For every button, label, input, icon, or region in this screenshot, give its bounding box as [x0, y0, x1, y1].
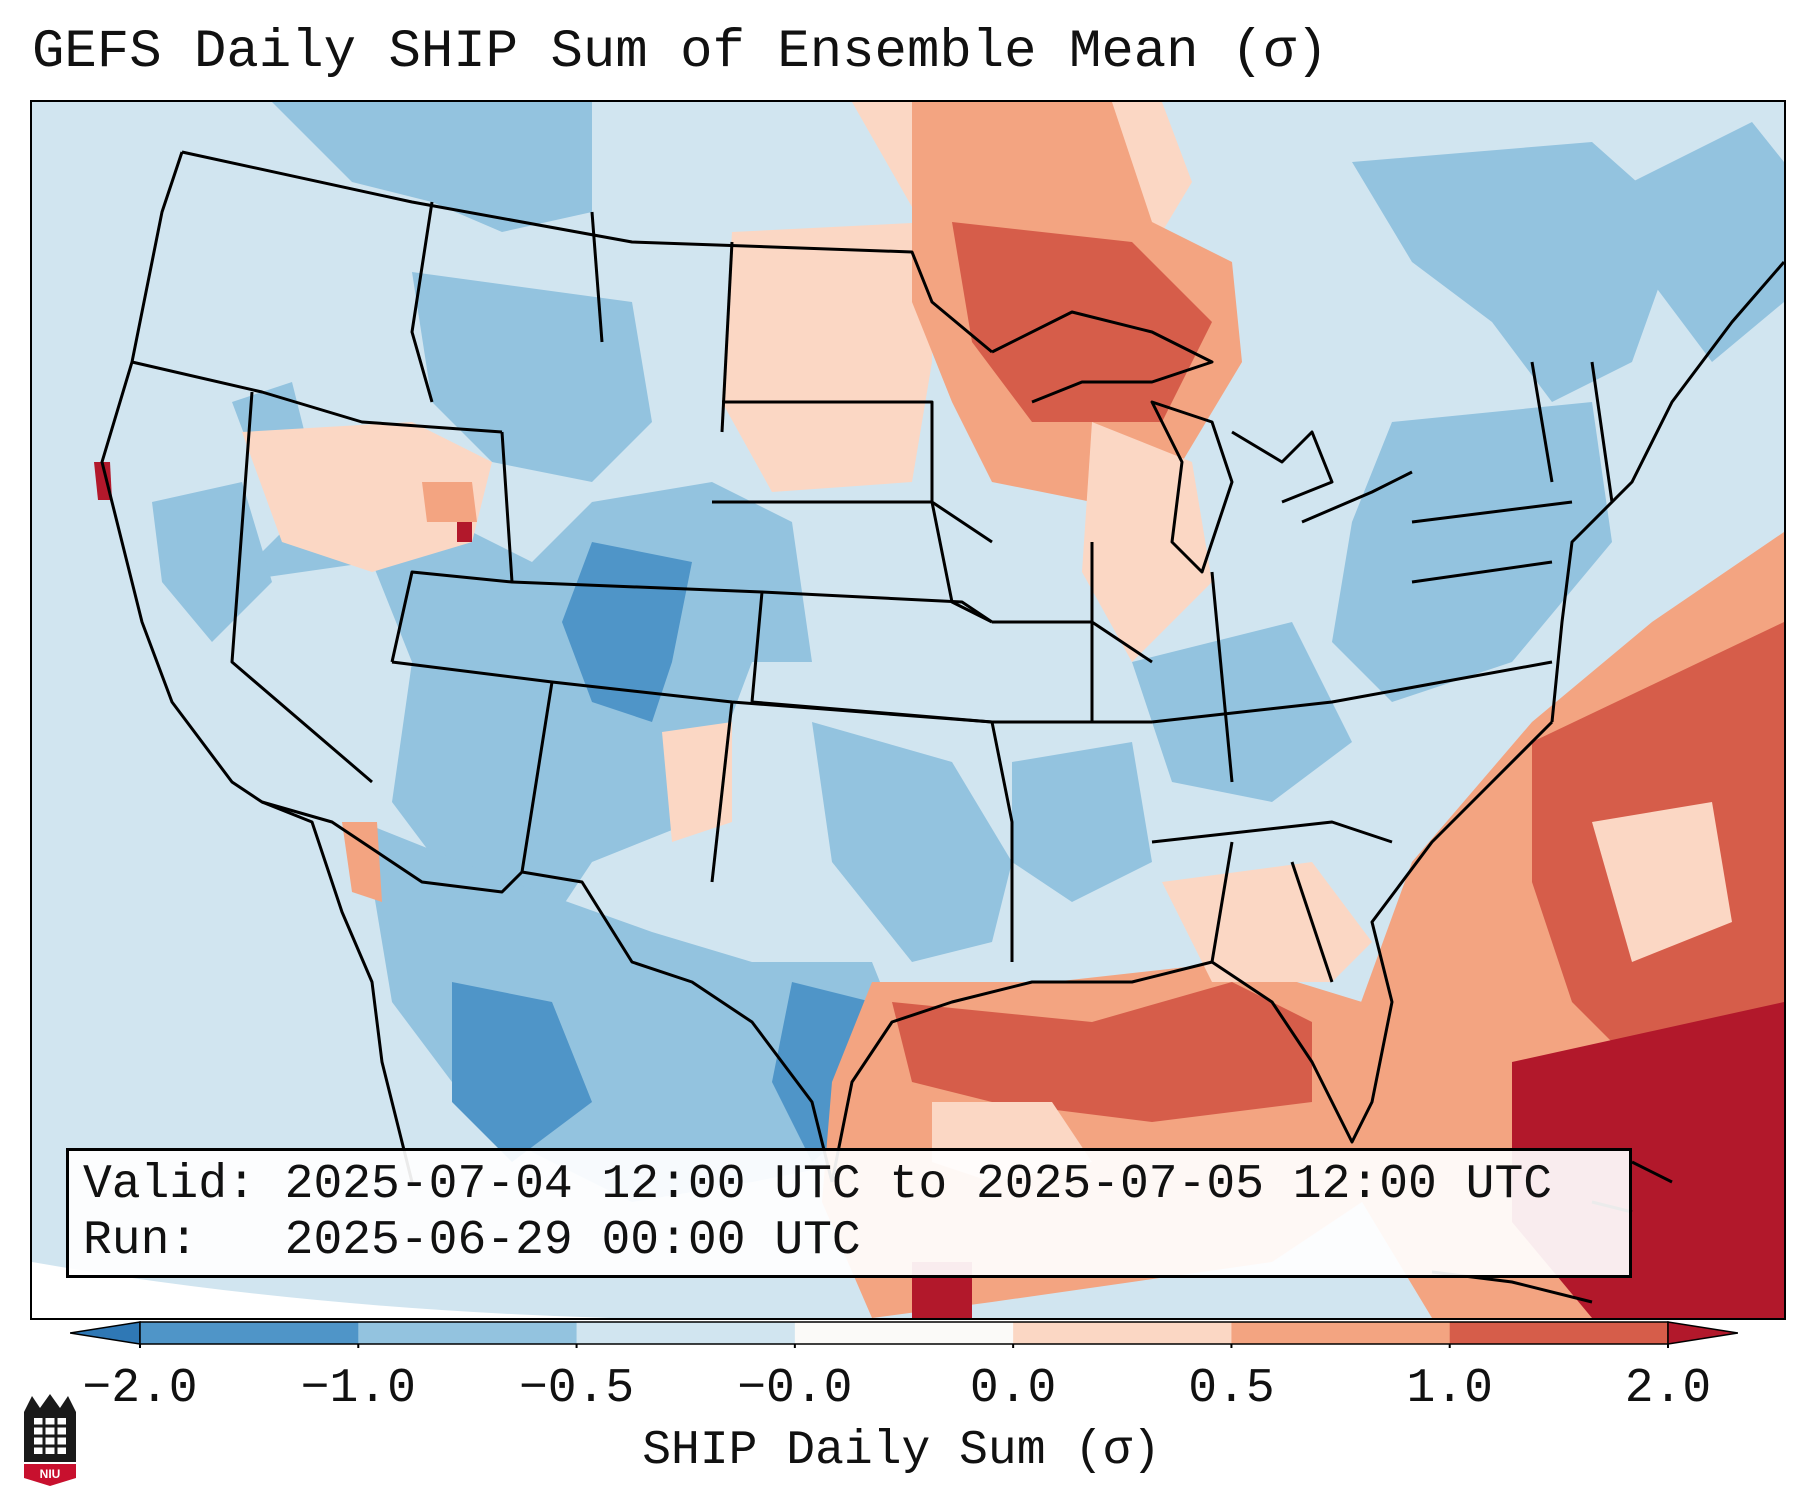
colorbar-segment: [140, 1322, 359, 1344]
us-canada-border: [181, 150, 993, 354]
niu-logo: NIU: [24, 1394, 76, 1486]
pacific-coastline: [100, 151, 414, 1183]
valid-value: 2025-07-04 12:00 UTC to 2025-07-05 12:00…: [284, 1158, 1553, 1212]
colorbar-tick-label: −2.0: [82, 1362, 198, 1416]
valid-run-info-box: Valid: 2025-07-04 12:00 UTC to 2025-07-0…: [66, 1148, 1632, 1278]
lake-huron: [1231, 430, 1334, 504]
colorbar-segment: [576, 1322, 796, 1344]
colorbar-tick-label: −0.5: [518, 1362, 635, 1416]
colorbar-tick-label: 2.0: [1624, 1362, 1712, 1416]
colorbar-segment: [794, 1322, 1014, 1344]
map-panel: [30, 100, 1786, 1320]
colorbar-tick-label: 0.5: [1188, 1362, 1275, 1416]
positive-anomaly-patches: [94, 102, 1784, 1318]
atlantic-coastline: [1550, 261, 1784, 723]
boundaries: [100, 150, 1784, 1183]
colorbar-tick-label: −1.0: [300, 1362, 416, 1416]
valid-label: Valid:: [83, 1158, 256, 1212]
colorbar-tick-label: 1.0: [1406, 1362, 1493, 1416]
lake-erie: [1301, 470, 1413, 524]
colorbar-tick-label: −0.0: [737, 1362, 853, 1416]
logo-text: NIU: [40, 1467, 61, 1481]
colorbar-segment: [1231, 1322, 1451, 1344]
colorbar-tick-label: 0.0: [969, 1362, 1057, 1416]
colorbar-segment: [358, 1322, 578, 1344]
colorbar-label: SHIP Daily Sum (σ): [642, 1424, 1161, 1478]
gulf-atlantic-coastline: [830, 720, 1554, 1183]
us-mexico-border: [261, 800, 834, 1183]
out-of-domain-region: [32, 1262, 932, 1318]
map-title: GEFS Daily SHIP Sum of Ensemble Mean (σ): [32, 22, 1329, 83]
colorbar: [70, 1321, 1738, 1348]
colorbar-segment: [1449, 1322, 1669, 1344]
colorbar-segment: [1013, 1322, 1232, 1344]
lake-superior: [991, 310, 1214, 404]
negative-anomaly-patches: [152, 102, 1784, 1302]
run-label: Run:: [83, 1214, 199, 1268]
colorbar-extend-low: [70, 1321, 141, 1345]
lake-michigan: [1150, 400, 1234, 574]
run-value: 2025-06-29 00:00 UTC: [284, 1214, 861, 1268]
anomaly-map: [32, 102, 1784, 1318]
colorbar-extend-high: [1667, 1321, 1738, 1345]
